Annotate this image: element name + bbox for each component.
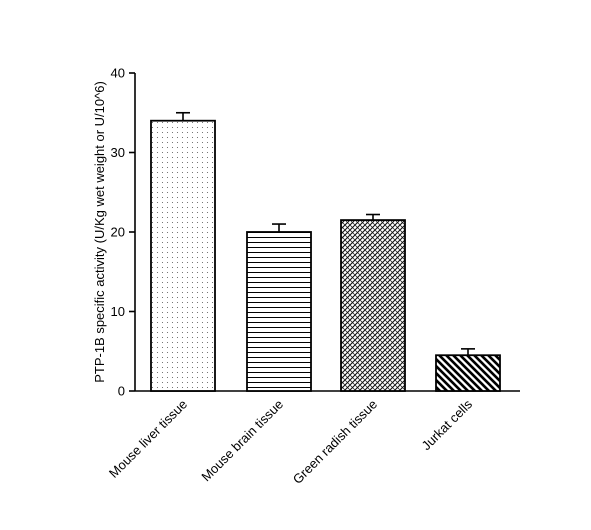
bar-group (246, 223, 312, 392)
y-tick-label: 30 (111, 145, 125, 160)
y-tick-label: 20 (111, 225, 125, 240)
bar (150, 119, 216, 392)
x-labels: Mouse liver tissue Mouse brain tissue Gree… (106, 396, 476, 487)
x-tick-label: Green radish tissue (290, 397, 380, 487)
x-tick-label: Mouse liver tissue (106, 397, 190, 481)
y-ticks: 0 10 20 30 40 (111, 66, 135, 399)
y-tick-label: 40 (111, 66, 125, 81)
bar-group (150, 111, 216, 392)
bar (246, 231, 312, 392)
x-tick-label: Jurkat cells (419, 396, 476, 453)
y-tick-label: 10 (111, 304, 125, 319)
x-tick-label: Mouse brain tissue (198, 397, 286, 485)
bar-group (435, 348, 501, 392)
bar (340, 219, 406, 392)
y-axis-label: PTP-1B specific activity (U/Kg wet weigh… (92, 81, 107, 383)
bars (150, 111, 501, 392)
bar (435, 354, 501, 392)
bar-group (340, 213, 406, 392)
y-tick-label: 0 (118, 384, 125, 399)
